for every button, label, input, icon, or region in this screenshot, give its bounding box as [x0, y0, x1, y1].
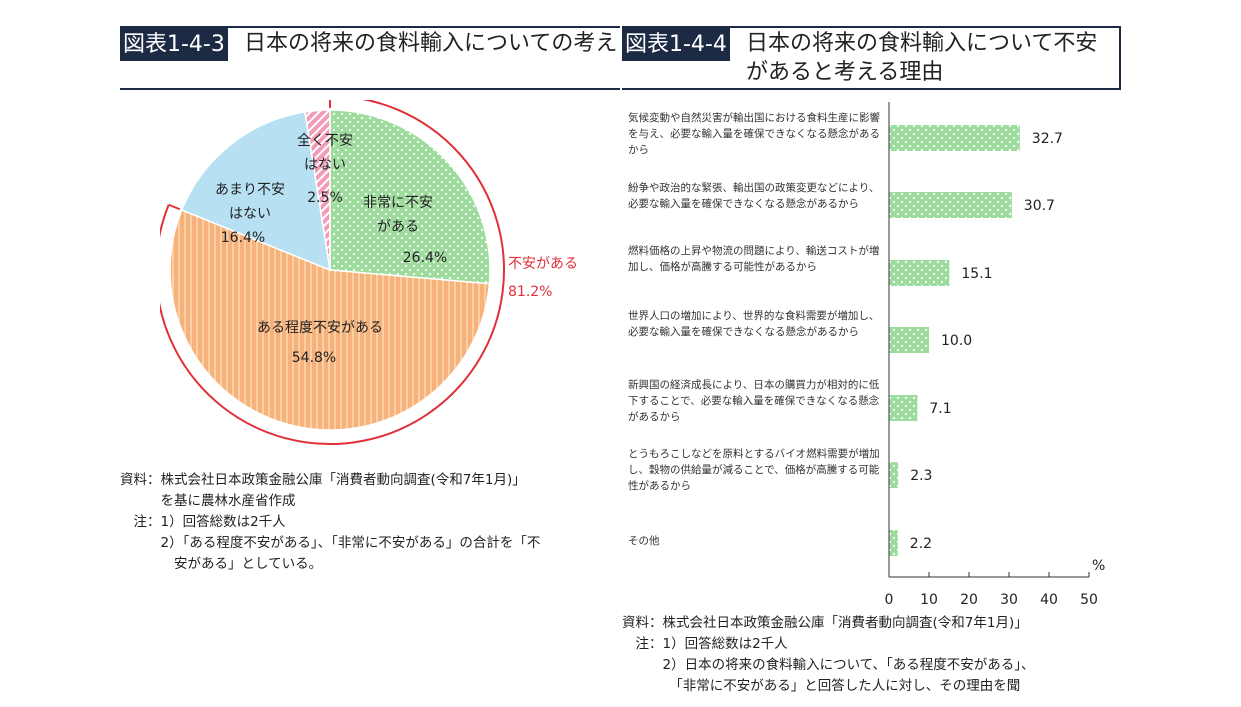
pie-slice-not-anxious-at-all — [304, 109, 331, 271]
bar-value-label: 15.1 — [961, 266, 992, 282]
right-figure-header: 図表1-4-4 日本の将来の食料輸入について不安があると考える理由 — [622, 26, 1121, 90]
right-note-line: 2）日本の将来の食料輸入について、「ある程度不安がある」、 — [622, 657, 1035, 673]
bar-value-label: 2.2 — [910, 536, 932, 552]
right-figure-notes: 資料：株式会社日本政策金融公庫「消費者動向調査(令和7年1月)」 注：1）回答総… — [622, 613, 1035, 697]
bar-category-label: とうもろこしなどを原料とするバイオ燃料需要が増加し、穀物の供給量が減ることで、価… — [628, 448, 880, 492]
left-figure-notes: 資料：株式会社日本政策金融公庫「消費者動向調査(令和7年1月)」 を基に農林水産… — [120, 470, 540, 575]
right-note-line: 資料：株式会社日本政策金融公庫「消費者動向調査(令和7年1月)」 — [622, 615, 1028, 631]
bar-x-tick-label: 0 — [885, 592, 894, 608]
bar-unit-label: % — [1092, 558, 1105, 574]
bar-category-label: 気候変動や自然災害が輸出国における食料生産に影響を与え、必要な輸入量を確保できな… — [628, 112, 880, 156]
slice-label-not-anxious-at-all: 全く不安はない — [297, 132, 353, 173]
bar-mark — [889, 462, 899, 488]
bar-mark — [889, 260, 950, 286]
bar-category-label: その他 — [628, 535, 660, 547]
left-figure-header: 図表1-4-3 日本の将来の食料輸入についての考え — [120, 26, 620, 90]
bar-mark — [889, 530, 898, 556]
anxiety-group-value: 81.2% — [508, 284, 552, 300]
pie-slice-not-very-anxious — [180, 111, 331, 272]
bar-category-label: 新興国の経済成長により、日本の購買力が相対的に低下することで、必要な輸入量を確保… — [628, 379, 880, 423]
bar-x-tick-label: 10 — [920, 592, 938, 608]
bar-value-label: 7.1 — [929, 401, 951, 417]
bar-x-tick-label: 40 — [1040, 592, 1058, 608]
pie-chart: 非常に不安がある 26.4% ある程度不安がある 54.8% あまり不安はない … — [160, 100, 578, 445]
bar-category-label: 紛争や政治的な緊張、輸出国の政策変更などにより、必要な輸入量を確保できなくなる懸… — [628, 182, 880, 210]
bar-mark — [889, 192, 1012, 218]
bar-value-label: 2.3 — [910, 468, 932, 484]
pie-slice-very-anxious — [329, 109, 491, 285]
bar-category-label: 世界人口の増加により、世界的な食料需要が増加し、必要な輸入量を確保できなくなる懸… — [628, 310, 880, 338]
bar-mark — [889, 125, 1020, 151]
right-figure-number: 図表1-4-4 — [622, 28, 730, 61]
bar-x-tick-label: 30 — [1000, 592, 1018, 608]
pie-slice-somewhat-anxious — [169, 209, 491, 431]
bar-value-label: 30.7 — [1024, 198, 1055, 214]
right-note-line: 「非常に不安がある」と回答した人に対し、その理由を聞 — [622, 678, 1021, 694]
left-note-line: 注：1）回答総数は2千人 — [120, 514, 286, 530]
slice-value-not-very-anxious: 16.4% — [221, 230, 265, 246]
bar-value-label: 32.7 — [1032, 131, 1063, 147]
anxiety-group-arc — [160, 100, 505, 445]
slice-value-somewhat-anxious: 54.8% — [292, 350, 336, 366]
left-figure-number: 図表1-4-3 — [120, 28, 228, 61]
slice-label-very-anxious: 非常に不安がある — [363, 195, 433, 235]
right-figure-title: 日本の将来の食料輸入について不安があると考える理由 — [746, 31, 1098, 85]
left-note-line: 2）「ある程度不安がある」、「非常に不安がある」の合計を「不 — [120, 535, 541, 551]
slice-value-not-anxious-at-all: 2.5% — [307, 190, 343, 206]
slice-label-somewhat-anxious: ある程度不安がある — [257, 320, 383, 336]
left-note-line: 安がある」としている。 — [120, 556, 323, 572]
left-note-line: を基に農林水産省作成 — [120, 493, 296, 509]
slice-label-not-very-anxious: あまり不安はない — [215, 182, 285, 222]
right-note-line: 注：1）回答総数は2千人 — [622, 636, 788, 652]
left-figure-title: 日本の将来の食料輸入についての考え — [244, 31, 618, 56]
bar-x-tick-label: 50 — [1080, 592, 1098, 608]
left-note-line: 資料：株式会社日本政策金融公庫「消費者動向調査(令和7年1月)」 — [120, 472, 526, 488]
bar-category-label: 燃料価格の上昇や物流の問題により、輸送コストが増加し、価格が高騰する可能性がある… — [628, 245, 880, 273]
slice-value-very-anxious: 26.4% — [403, 250, 447, 266]
bar-x-tick-label: 20 — [960, 592, 978, 608]
bar-chart: 32.7 30.7 15.1 10.0 7.1 2.3 2.2 0 10 20 30 40 50 % — [885, 102, 1105, 608]
bar-mark — [889, 327, 929, 353]
bar-value-label: 10.0 — [941, 333, 972, 349]
anxiety-group-label: 不安がある — [508, 256, 578, 272]
bar-mark — [889, 395, 918, 421]
anxiety-group-arc-tick-end — [168, 203, 181, 211]
